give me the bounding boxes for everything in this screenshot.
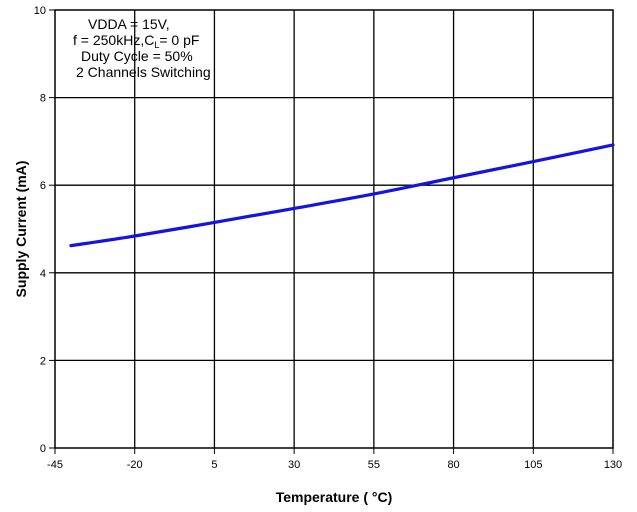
annotation-line-4: 2 Channels Switching	[76, 64, 211, 80]
x-tick-label: 55	[368, 459, 380, 471]
x-tick-label: 80	[447, 459, 459, 471]
y-tick-label: 4	[40, 268, 46, 280]
annotation-line-2-prefix: f = 250kHz,C	[73, 32, 154, 48]
x-tick-label: 105	[524, 459, 542, 471]
x-axis-title: Temperature ( °C)	[276, 489, 393, 505]
y-axis-title: Supply Current (mA)	[13, 161, 29, 298]
y-tick-label: 0	[40, 443, 46, 455]
x-tick-label: 130	[604, 459, 622, 471]
annotation-line-2: f = 250kHz,CL= 0 pF	[73, 32, 199, 50]
annotation-line-2-subscript: L	[154, 40, 159, 50]
x-tick-label: 30	[288, 459, 300, 471]
grid	[55, 10, 613, 448]
x-tick-label: -20	[127, 459, 143, 471]
annotation-line-1: VDDA = 15V,	[88, 16, 170, 32]
x-axis: -45 -20 5 30 55 80 105 130	[47, 448, 622, 471]
x-tick-label: -45	[47, 459, 63, 471]
y-axis: 0 2 4 6 8 10	[34, 5, 55, 455]
annotation-line-3: Duty Cycle = 50%	[81, 48, 193, 64]
x-tick-label: 5	[211, 459, 217, 471]
y-tick-label: 10	[34, 5, 46, 17]
y-tick-label: 6	[40, 180, 46, 192]
plot-frame	[54, 9, 614, 449]
y-tick-label: 2	[40, 355, 46, 367]
annotation-line-2-suffix: = 0 pF	[159, 32, 199, 48]
series-line	[69, 143, 615, 248]
y-tick-label: 8	[40, 93, 46, 105]
